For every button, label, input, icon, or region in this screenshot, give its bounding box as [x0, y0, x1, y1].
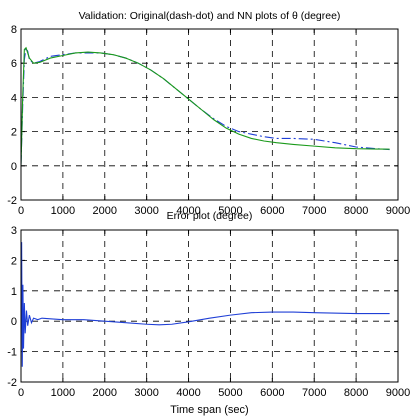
- validation-plot: 0 1000 2000 3000 4000 5000 6000 7000 8000 9000 8 6 4…: [7, 10, 410, 217]
- axes-frame: [20, 28, 399, 201]
- x-axis-label: Time span (sec): [170, 404, 248, 416]
- error-plot: 0 1000 2000 3000 4000 5000 6000 7000 8000 9000 3 2 1…: [7, 210, 410, 416]
- axes-frame: [20, 229, 399, 383]
- y-tick-label: -2: [7, 195, 17, 207]
- series-line: [21, 242, 390, 367]
- x-tick-label: 5000: [218, 205, 242, 217]
- x-tick-label: 2000: [93, 205, 117, 217]
- x-tick-label: 1000: [51, 387, 75, 399]
- y-tick-label: 2: [11, 255, 17, 267]
- series-line: [21, 46, 390, 166]
- x-tick-label: 2000: [93, 387, 117, 399]
- x-tick-label: 1000: [51, 205, 75, 217]
- x-tick-label: 8000: [344, 387, 368, 399]
- x-tick-label: 8000: [344, 205, 368, 217]
- x-tick-label: 5000: [218, 387, 242, 399]
- y-tick-label: 6: [11, 58, 17, 70]
- chart-title: Error plot (degree): [167, 210, 253, 222]
- y-tick-label: 8: [11, 24, 17, 36]
- y-tick-label: -2: [7, 377, 17, 389]
- chart-title: Validation: Original(dash-dot) and NN pl…: [79, 10, 341, 22]
- x-tick-label: 0: [18, 205, 24, 217]
- y-tick-label: 3: [11, 225, 17, 237]
- y-tick-label: 2: [11, 127, 17, 139]
- x-tick-label: 4000: [176, 205, 200, 217]
- x-tick-label: 7000: [302, 205, 326, 217]
- x-tick-label: 6000: [260, 387, 284, 399]
- y-tick-label: 1: [11, 286, 17, 298]
- y-tick-label: 0: [11, 316, 17, 328]
- x-tick-label: 9000: [386, 387, 410, 399]
- y-tick-label: 4: [11, 92, 17, 104]
- x-tick-label: 3000: [134, 387, 158, 399]
- x-tick-label: 4000: [176, 387, 200, 399]
- x-tick-label: 7000: [302, 387, 326, 399]
- y-tick-label: -1: [7, 347, 17, 359]
- y-tick-label: 0: [11, 161, 17, 173]
- series-line: [21, 45, 390, 165]
- x-tick-label: 0: [18, 387, 24, 399]
- x-tick-label: 3000: [134, 205, 158, 217]
- x-tick-label: 6000: [260, 205, 284, 217]
- x-tick-label: 9000: [386, 205, 410, 217]
